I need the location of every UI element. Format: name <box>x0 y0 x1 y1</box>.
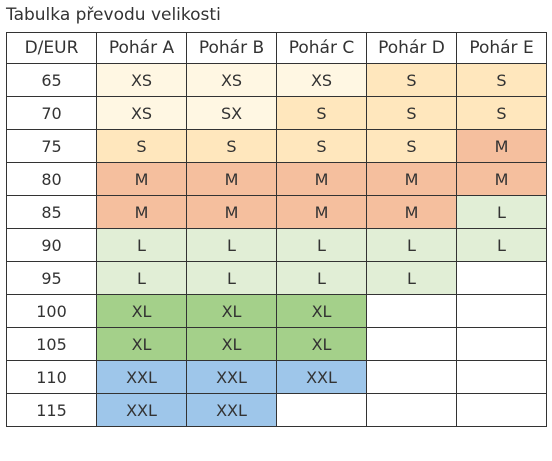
size-cell-cup-d: S <box>366 96 457 130</box>
size-cell-cup-a: XL <box>96 327 187 361</box>
band-size-cell: 80 <box>6 162 97 196</box>
size-cell-cup-a: XXL <box>96 360 187 394</box>
size-cell-cup-d: M <box>366 195 457 229</box>
size-cell-cup-d: L <box>366 228 457 262</box>
size-cell-cup-b: L <box>186 261 277 295</box>
table-row: 65 XS XS XS S S <box>6 63 547 97</box>
page-title: Tabulka převodu velikosti <box>6 5 221 25</box>
column-header-cup-a: Pohár A <box>96 32 187 64</box>
size-cell-cup-b: XL <box>186 327 277 361</box>
size-cell-cup-a: M <box>96 162 187 196</box>
column-header-cup-e: Pohár E <box>456 32 547 64</box>
size-cell-cup-b: XS <box>186 63 277 97</box>
band-size-cell: 75 <box>6 129 97 163</box>
table-header-row: D/EUR Pohár A Pohár B Pohár C Pohár D Po… <box>6 32 547 64</box>
table-row: 110 XXL XXL XXL <box>6 360 547 394</box>
size-cell-cup-a: S <box>96 129 187 163</box>
table-row: 105 XL XL XL <box>6 327 547 361</box>
table-row: 100 XL XL XL <box>6 294 547 328</box>
size-cell-cup-c: XXL <box>276 360 367 394</box>
size-cell-cup-d: S <box>366 129 457 163</box>
band-size-cell: 115 <box>6 393 97 427</box>
size-cell-cup-b: S <box>186 129 277 163</box>
table-row: 80 M M M M M <box>6 162 547 196</box>
size-cell-cup-d <box>366 393 457 427</box>
size-cell-cup-c <box>276 393 367 427</box>
size-cell-cup-e: L <box>456 228 547 262</box>
size-cell-cup-e <box>456 261 547 295</box>
size-cell-cup-a: XXL <box>96 393 187 427</box>
size-cell-cup-a: M <box>96 195 187 229</box>
table-row: 70 XS SX S S S <box>6 96 547 130</box>
column-header-cup-d: Pohár D <box>366 32 457 64</box>
size-cell-cup-c: XL <box>276 327 367 361</box>
size-cell-cup-b: L <box>186 228 277 262</box>
size-cell-cup-e <box>456 393 547 427</box>
size-cell-cup-c: XL <box>276 294 367 328</box>
size-cell-cup-c: XS <box>276 63 367 97</box>
size-cell-cup-e <box>456 360 547 394</box>
table-row: 95 L L L L <box>6 261 547 295</box>
column-header-cup-c: Pohár C <box>276 32 367 64</box>
size-cell-cup-d <box>366 360 457 394</box>
size-cell-cup-d: S <box>366 63 457 97</box>
band-size-cell: 110 <box>6 360 97 394</box>
size-cell-cup-d <box>366 294 457 328</box>
size-cell-cup-a: L <box>96 228 187 262</box>
size-cell-cup-a: XS <box>96 63 187 97</box>
size-cell-cup-b: XL <box>186 294 277 328</box>
size-cell-cup-a: XL <box>96 294 187 328</box>
size-cell-cup-b: XXL <box>186 360 277 394</box>
band-size-cell: 85 <box>6 195 97 229</box>
size-cell-cup-b: M <box>186 162 277 196</box>
size-cell-cup-c: S <box>276 96 367 130</box>
size-cell-cup-e: M <box>456 162 547 196</box>
size-cell-cup-a: XS <box>96 96 187 130</box>
table-row: 85 M M M M L <box>6 195 547 229</box>
table-row: 75 S S S S M <box>6 129 547 163</box>
table-body: 65 XS XS XS S S 70 XS SX S S S 75 S S S S M 80 M M M M M 85 M M M M L… <box>6 63 547 427</box>
size-cell-cup-c: L <box>276 261 367 295</box>
size-cell-cup-c: M <box>276 162 367 196</box>
size-cell-cup-d: L <box>366 261 457 295</box>
size-cell-cup-c: L <box>276 228 367 262</box>
size-conversion-table: D/EUR Pohár A Pohár B Pohár C Pohár D Po… <box>6 32 547 427</box>
table-row: 115 XXL XXL <box>6 393 547 427</box>
band-size-cell: 95 <box>6 261 97 295</box>
size-cell-cup-b: M <box>186 195 277 229</box>
column-header-cup-b: Pohár B <box>186 32 277 64</box>
size-cell-cup-a: L <box>96 261 187 295</box>
size-cell-cup-b: XXL <box>186 393 277 427</box>
size-cell-cup-e: L <box>456 195 547 229</box>
size-cell-cup-d <box>366 327 457 361</box>
band-size-cell: 105 <box>6 327 97 361</box>
size-cell-cup-e: S <box>456 96 547 130</box>
size-cell-cup-e <box>456 327 547 361</box>
band-size-cell: 90 <box>6 228 97 262</box>
size-cell-cup-c: S <box>276 129 367 163</box>
size-cell-cup-b: SX <box>186 96 277 130</box>
column-header-band: D/EUR <box>6 32 97 64</box>
band-size-cell: 100 <box>6 294 97 328</box>
size-cell-cup-c: M <box>276 195 367 229</box>
band-size-cell: 70 <box>6 96 97 130</box>
size-cell-cup-e <box>456 294 547 328</box>
size-cell-cup-e: S <box>456 63 547 97</box>
size-cell-cup-d: M <box>366 162 457 196</box>
size-cell-cup-e: M <box>456 129 547 163</box>
band-size-cell: 65 <box>6 63 97 97</box>
table-row: 90 L L L L L <box>6 228 547 262</box>
